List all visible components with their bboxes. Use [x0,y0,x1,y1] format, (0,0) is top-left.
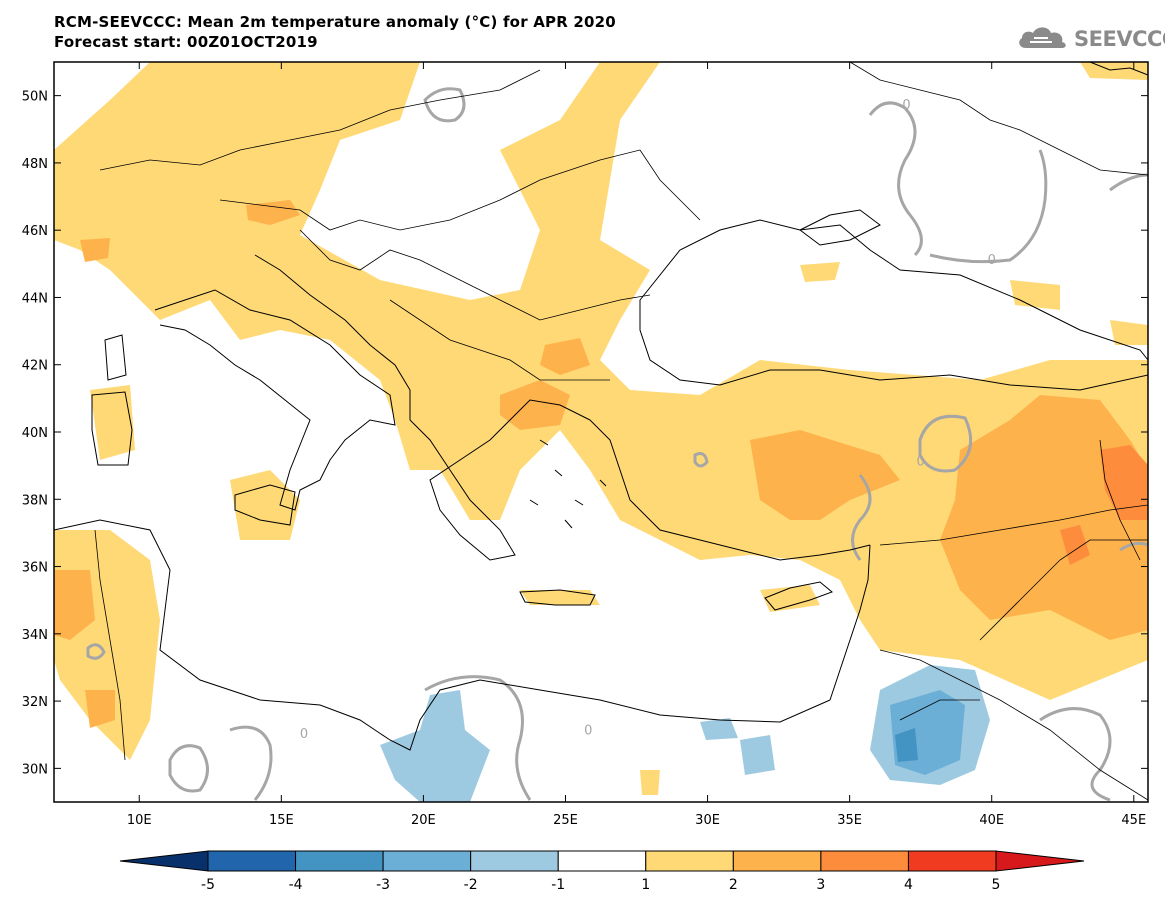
anomaly-fill-negative [380,665,990,802]
lat-tick-label: 46N [22,224,48,239]
contour-label: 0 [917,455,925,470]
colorbar-label: -1 [551,877,565,893]
lat-tick-label: 44N [22,291,48,306]
colorbar-high-extension [995,850,1085,872]
lon-tick-label: 35E [837,813,862,828]
colorbar-label: -4 [289,877,303,893]
colorbar-segment [820,850,909,872]
lat-tick-label: 32N [22,695,48,710]
colorbar: -5 -4 -3 -2 -1 1 2 3 4 5 [119,850,1085,893]
lon-tick-label: 20E [411,813,436,828]
lon-tick-label: 10E [127,813,152,828]
lat-tick-label: 30N [22,762,48,777]
colorbar-label: 2 [729,877,738,893]
cloud-icon [1019,27,1066,48]
contour-label: 0 [902,98,910,113]
contour-label: 0 [300,727,308,742]
lat-tick-label: 34N [22,628,48,643]
colorbar-label: 4 [904,877,913,893]
contour-labels-group: 0 0 0 0 0 [300,98,996,742]
lat-tick-label: 38N [22,493,48,508]
lat-tick-label: 50N [22,90,48,105]
contour-label: 0 [988,253,996,268]
country-borders [94,62,1148,801]
colorbar-label: -3 [376,877,390,893]
logo-text: SEEVCCC [1074,27,1165,51]
colorbar-segment [645,850,734,872]
seevccc-logo: SEEVCCC [1016,24,1165,54]
colorbar-segment [382,850,472,872]
colorbar-label: 3 [816,877,825,893]
colorbar-segment [207,850,297,872]
colorbar-segment [470,850,559,872]
title-line-2: Forecast start: 00Z01OCT2019 [54,33,318,51]
title-line-1: RCM-SEEVCCC: Mean 2m temperature anomaly… [54,13,616,31]
lon-tick-label: 25E [553,813,578,828]
colorbar-segment [907,850,997,872]
lon-tick-label: 40E [979,813,1004,828]
axis-ticks: 50N 48N 46N 44N 42N 40N 38N 36N 34N 32N 30N 10E 15E 2… [22,62,1148,828]
colorbar-segment [732,850,822,872]
lat-tick-label: 48N [22,157,48,172]
colorbar-segment [557,850,647,872]
map-title: RCM-SEEVCCC: Mean 2m temperature anomaly… [54,12,616,52]
contour-label: 0 [584,724,592,739]
zero-contours [86,87,1148,802]
colorbar-label: -5 [201,877,215,893]
lon-tick-label: 15E [269,813,294,828]
lat-tick-label: 42N [22,359,48,374]
anomaly-field [54,62,1148,802]
lon-tick-label: 30E [695,813,720,828]
lat-tick-label: 40N [22,426,48,441]
colorbar-low-extension [119,850,209,872]
colorbar-segment [295,850,384,872]
anomaly-fill-2-3 [54,200,1148,728]
lat-tick-label: 36N [22,561,48,576]
anomaly-fill-1-2 [54,62,1148,795]
colorbar-label: 1 [641,877,650,893]
coastlines [54,62,1148,751]
lon-tick-label: 45E [1121,813,1146,828]
colorbar-label: -2 [464,877,478,893]
colorbar-label: 5 [992,877,1001,893]
